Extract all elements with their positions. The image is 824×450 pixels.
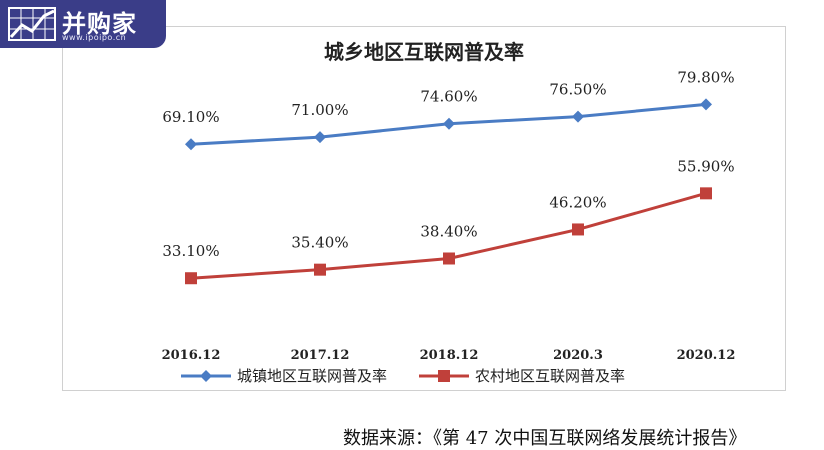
legend-marker [200,370,212,382]
logo-url: www.ipoipo.cn [62,33,127,42]
logo-name: 并购家 [62,10,137,38]
data-label: 46.20% [549,193,606,211]
data-label: 74.60% [420,88,477,106]
data-point [443,252,455,265]
data-label: 76.50% [549,81,606,99]
source-note: 数据来源：《第 47 次中国互联网络发展统计报告》 [343,428,747,449]
data-label: 33.10% [162,242,219,260]
x-tick-label: 2017.12 [291,348,350,363]
legend-label: 城镇地区互联网普及率 [237,367,387,385]
site-logo: 并购家 www.ipoipo.cn [0,0,166,48]
x-tick-label: 2020.12 [677,348,736,363]
x-tick-label: 2020.3 [553,348,603,363]
data-point [700,98,712,111]
legend-marker [438,370,450,382]
data-point [314,131,326,144]
data-point [185,272,197,285]
data-point [443,117,455,130]
legend-label: 农村地区互联网普及率 [475,367,625,385]
data-point [700,187,712,200]
data-label: 38.40% [420,222,477,240]
data-label: 69.10% [162,108,219,126]
chart-title: 城乡地区互联网普及率 [324,40,524,64]
data-point [572,110,584,123]
data-label: 35.40% [291,234,348,252]
bar-chart-icon [8,7,56,41]
x-tick-label: 2018.12 [420,348,479,363]
data-label: 79.80% [677,68,734,86]
data-point [314,263,326,276]
data-point [572,223,584,236]
data-label: 71.00% [291,101,348,119]
data-point [185,138,197,151]
line-chart: 城乡地区互联网普及率 69.10% 71.00% 74.60% 76.50% 79.80… [162,40,736,385]
x-tick-label: 2016.12 [162,348,221,363]
chart-frame: 城乡地区互联网普及率 69.10% 71.00% 74.60% 76.50% 79.80… [62,26,786,391]
data-label: 55.90% [677,157,734,175]
